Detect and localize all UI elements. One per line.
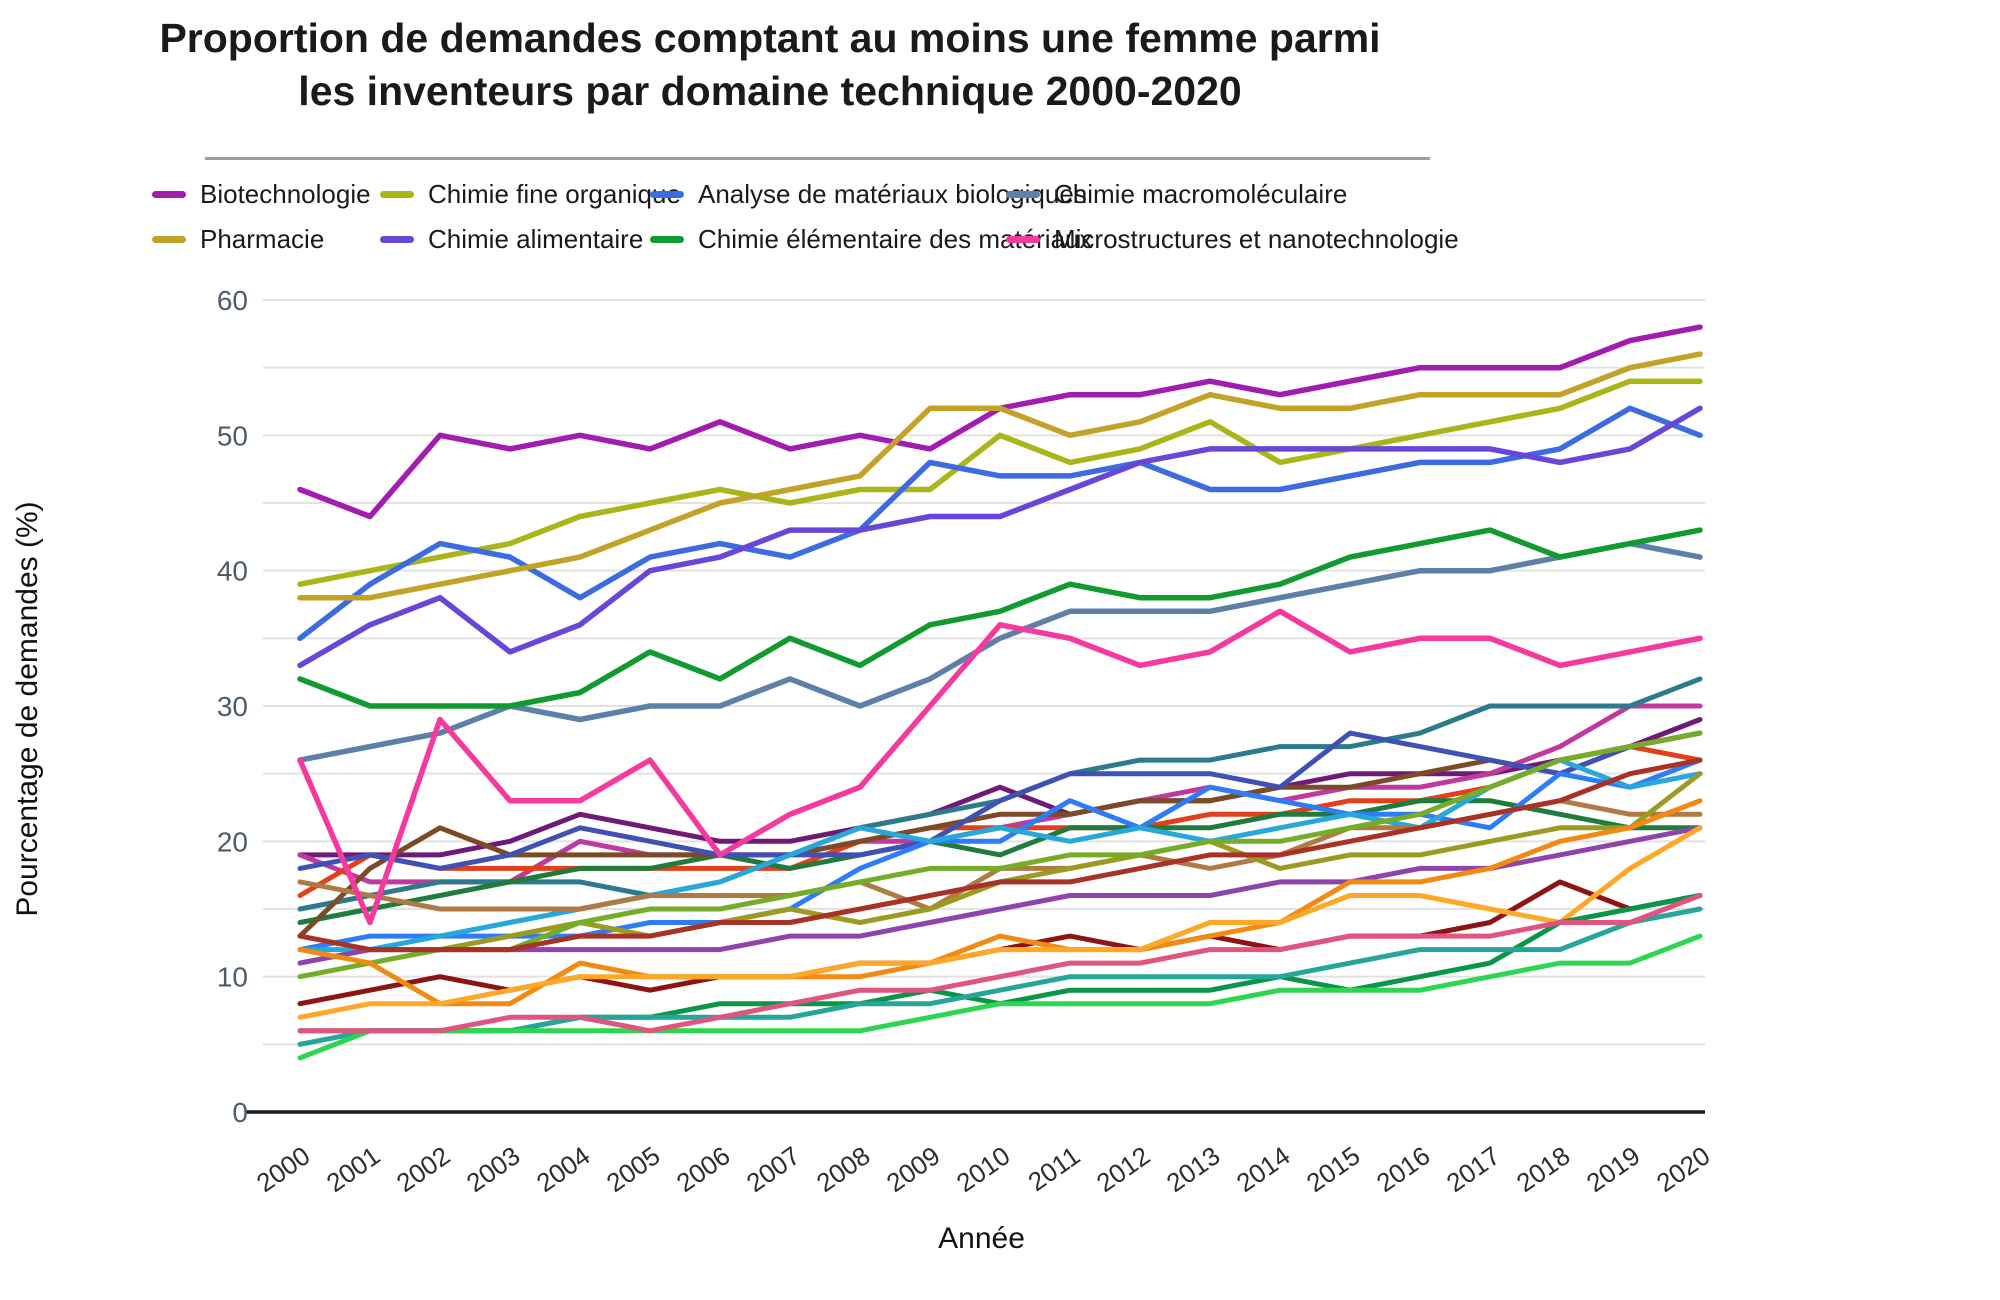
x-tick-label-2007: 2007: [741, 1140, 806, 1198]
legend-label-chimie-alimentaire: Chimie alimentaire: [428, 224, 644, 254]
x-tick-label-2001: 2001: [321, 1140, 386, 1198]
y-tick-label-60: 60: [217, 285, 248, 316]
series-line-chimie-elementaire-materiaux: [297, 527, 1703, 709]
legend-item-chimie-alimentaire[interactable]: Chimie alimentaire: [380, 217, 650, 262]
x-tick-label-2019: 2019: [1581, 1140, 1646, 1198]
y-tick-label-40: 40: [217, 556, 248, 587]
chart-title: Proportion de demandes comptant au moins…: [159, 15, 1381, 115]
legend: Biotechnologie Chimie fine organique Analy…: [152, 172, 1459, 262]
legend-label-pharmacie: Pharmacie: [200, 224, 325, 254]
y-tick-label-20: 20: [217, 826, 248, 857]
series-line-non-etiquete-18: [297, 893, 1703, 1034]
x-tick-label-2000: 2000: [251, 1140, 316, 1198]
series-line-non-etiquete-14: [297, 757, 1703, 953]
series-line-non-etiquete-17: [297, 825, 1703, 1020]
x-tick-label-2002: 2002: [391, 1140, 456, 1198]
series-line-non-etiquete-8: [297, 757, 1703, 953]
x-tick-label-2020: 2020: [1651, 1140, 1716, 1198]
x-tick-label-2014: 2014: [1231, 1140, 1296, 1198]
series-line-pharmacie: [297, 351, 1703, 601]
y-axis-title: Pourcentage de demandes (%): [11, 501, 44, 917]
legend-swatch-biotechnologie: [152, 191, 186, 198]
legend-label-chimie-fine-organique: Chimie fine organique: [428, 179, 681, 209]
series-line-non-etiquete-6: [297, 730, 1703, 939]
legend-swatch-chimie-alimentaire: [380, 236, 414, 243]
series-line-non-etiquete-15: [297, 879, 1703, 1007]
x-tick-label-2016: 2016: [1371, 1140, 1436, 1198]
series-line-chimie-fine-organique: [297, 378, 1703, 587]
x-tick-label-2004: 2004: [531, 1140, 596, 1198]
legend-swatch-analyse-materiaux-biologiques: [650, 191, 684, 198]
x-tick-label-2015: 2015: [1301, 1140, 1366, 1198]
legend-item-chimie-fine-organique[interactable]: Chimie fine organique: [380, 172, 681, 217]
legend-swatch-chimie-elementaire-materiaux: [650, 236, 684, 243]
legend-item-biotechnologie[interactable]: Biotechnologie: [152, 172, 380, 217]
series-line-non-etiquete-19: [297, 906, 1703, 1047]
legend-item-microstructures-nanotechnologie[interactable]: Microstructures et nanotechnologie: [1006, 217, 1459, 262]
x-tick-label-2010: 2010: [951, 1140, 1016, 1198]
series-line-non-etiquete-1: [297, 717, 1703, 858]
legend-swatch-microstructures-nanotechnologie: [1006, 236, 1040, 243]
x-tick-label-2003: 2003: [461, 1140, 526, 1198]
series-line-non-etiquete-3: [297, 744, 1703, 898]
x-tick-label-2009: 2009: [881, 1140, 946, 1198]
legend-swatch-pharmacie: [152, 236, 186, 243]
series-line-microstructures-nanotechnologie: [297, 608, 1703, 926]
series-line-chimie-macromoleculaire: [297, 540, 1703, 763]
y-tick-label-30: 30: [217, 691, 248, 722]
x-tick-label-2011: 2011: [1022, 1140, 1085, 1197]
series-line-non-etiquete-7: [297, 730, 1703, 871]
x-axis-title: Année: [938, 1222, 1025, 1255]
series-line-non-etiquete-13: [297, 825, 1703, 966]
legend-item-chimie-macromoleculaire[interactable]: Chimie macromoléculaire: [1006, 172, 1426, 217]
series-line-non-etiquete-12: [297, 730, 1703, 980]
legend-item-pharmacie[interactable]: Pharmacie: [152, 217, 380, 262]
legend-label-microstructures-nanotechnologie: Microstructures et nanotechnologie: [1054, 224, 1459, 254]
x-tick-label-2018: 2018: [1511, 1140, 1576, 1198]
x-tick-label-2008: 2008: [811, 1140, 876, 1198]
series-line-non-etiquete-4: [297, 676, 1703, 912]
legend-swatch-chimie-fine-organique: [380, 191, 414, 198]
series-line-chimie-alimentaire: [297, 405, 1703, 669]
series-line-non-etiquete-20: [297, 933, 1703, 1061]
y-tick-label-50: 50: [217, 420, 248, 451]
x-tick-label-2005: 2005: [601, 1140, 666, 1198]
series-line-non-etiquete-21: [297, 893, 1703, 1034]
legend-swatch-chimie-macromoleculaire: [1006, 191, 1040, 198]
title-divider: [205, 157, 1430, 160]
x-tick-label-2017: 2017: [1441, 1140, 1506, 1198]
series-line-non-etiquete-16: [297, 798, 1703, 1007]
legend-label-biotechnologie: Biotechnologie: [200, 179, 371, 209]
series-line-non-etiquete-9: [297, 757, 1703, 953]
series-line-non-etiquete-5: [297, 798, 1703, 925]
x-tick-label-2013: 2013: [1161, 1140, 1226, 1198]
x-tick-label-2012: 2012: [1091, 1140, 1156, 1198]
y-tick-label-0: 0: [232, 1097, 248, 1128]
y-tick-label-10: 10: [217, 962, 248, 993]
x-tick-label-2006: 2006: [671, 1140, 736, 1198]
legend-label-chimie-macromoleculaire: Chimie macromoléculaire: [1054, 179, 1348, 209]
series-line-analyse-materiaux-biologiques: [297, 405, 1703, 642]
